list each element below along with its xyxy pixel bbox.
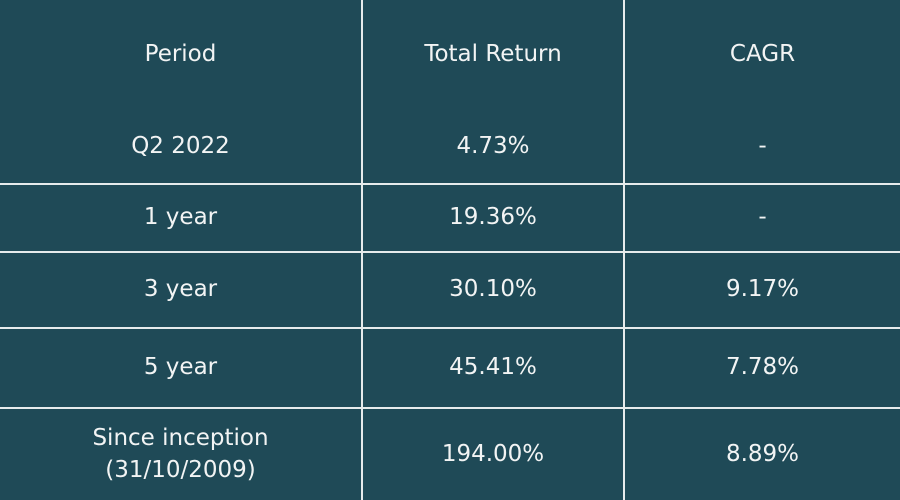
table-cell: 7.78% — [623, 327, 900, 409]
table-row: 1 year 19.36% - — [0, 183, 900, 253]
table-header: Period Total Return CAGR — [0, 0, 900, 110]
table-cell: 3 year — [0, 251, 363, 329]
table-cell: Since inception (31/10/2009) — [0, 407, 363, 500]
header-cell: Total Return — [361, 0, 625, 110]
table-row: Since inception (31/10/2009) 194.00% 8.89% — [0, 407, 900, 500]
table-cell: 9.17% — [623, 251, 900, 329]
table-cell: 1 year — [0, 183, 363, 253]
table-row: Q2 2022 4.73% - — [0, 110, 900, 185]
header-row: Period Total Return CAGR — [0, 0, 900, 110]
table-cell: 45.41% — [361, 327, 625, 409]
table-cell: Q2 2022 — [0, 110, 363, 185]
table-cell: 194.00% — [361, 407, 625, 500]
table-cell: 4.73% — [361, 110, 625, 185]
table-cell: 5 year — [0, 327, 363, 409]
table-cell: - — [623, 110, 900, 185]
table-cell: - — [623, 183, 900, 253]
table-cell: 8.89% — [623, 407, 900, 500]
table-body: Q2 2022 4.73% -1 year 19.36% -3 year 30.10% 9.… — [0, 110, 900, 500]
table-row: 3 year 30.10% 9.17% — [0, 251, 900, 329]
header-cell: CAGR — [623, 0, 900, 110]
table-cell: 30.10% — [361, 251, 625, 329]
table-row: 5 year 45.41% 7.78% — [0, 327, 900, 409]
header-cell: Period — [0, 0, 363, 110]
table-cell: 19.36% — [361, 183, 625, 253]
